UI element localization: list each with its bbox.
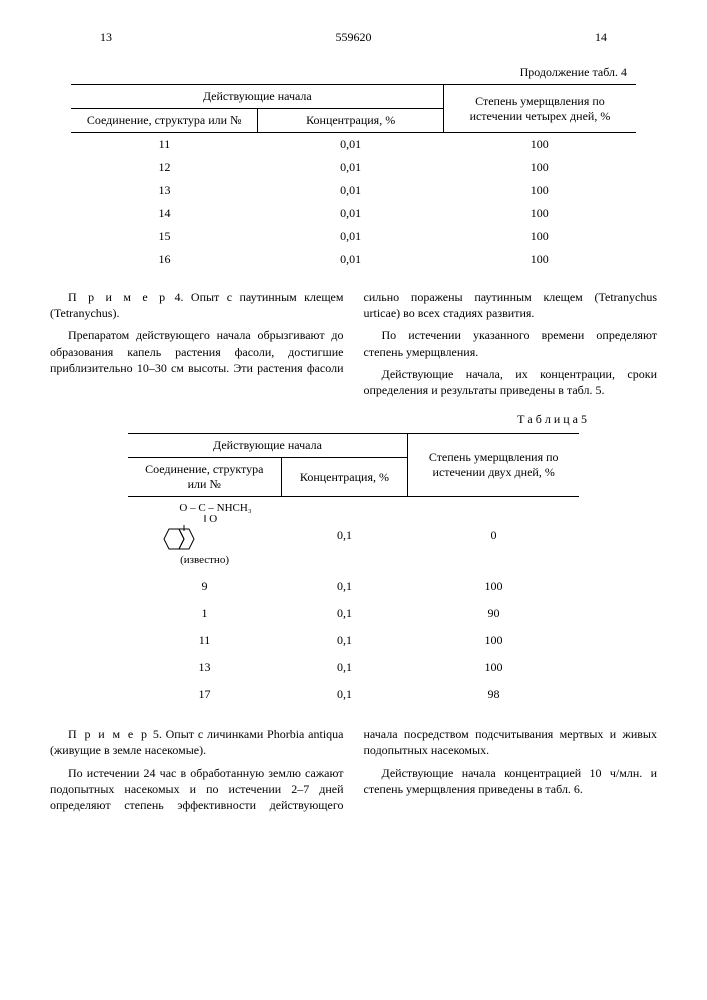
- doc-number: 559620: [336, 30, 372, 45]
- cell-conc: 0,1: [281, 497, 407, 574]
- text1-p3: По истечении указанного времени определя…: [364, 327, 658, 359]
- cell-compound: 1: [128, 600, 281, 627]
- table-row: 150,01100: [71, 225, 635, 248]
- cell-compound: 17: [128, 681, 281, 708]
- cell-conc: 0,1: [281, 654, 407, 681]
- cell-conc: 0,01: [258, 156, 444, 179]
- page-num-left: 13: [100, 30, 112, 45]
- table4-col3: Степень умерщвления по истечении четырех…: [444, 85, 636, 133]
- cell-conc: 0,01: [258, 225, 444, 248]
- cell-conc: 0,1: [281, 627, 407, 654]
- table5-group-header: Действующие начала: [128, 434, 408, 458]
- cell-kill: 98: [408, 681, 580, 708]
- table5-col3: Степень умерщвления по истечении двух дн…: [408, 434, 580, 497]
- text1-p4: Действующие начала, их концентрации, сро…: [364, 366, 658, 398]
- table-row: 90,1100: [128, 573, 579, 600]
- cell-conc: 0,01: [258, 133, 444, 157]
- cell-compound: 14: [71, 202, 257, 225]
- cell-kill: 100: [444, 133, 636, 157]
- cell-kill: 100: [444, 156, 636, 179]
- table-row: 140,01100: [71, 202, 635, 225]
- cell-compound: 11: [71, 133, 257, 157]
- table-row: 130,01100: [71, 179, 635, 202]
- cell-kill: 100: [444, 179, 636, 202]
- cell-kill: 100: [408, 627, 580, 654]
- example4-label: П р и м е р: [68, 290, 167, 304]
- page-header: 13 559620 14: [40, 30, 667, 45]
- table-row: 110,1100: [128, 627, 579, 654]
- table-row: 110,01100: [71, 133, 635, 157]
- table4: Действующие начала Степень умерщвления п…: [71, 84, 635, 271]
- table5-label: Т а б л и ц а 5: [40, 412, 667, 427]
- table-row: 170,198: [128, 681, 579, 708]
- cell-compound: 13: [128, 654, 281, 681]
- page-num-right: 14: [595, 30, 607, 45]
- cell-kill: 100: [444, 248, 636, 271]
- mol-known: (известно): [157, 555, 251, 566]
- cell-conc: 0,01: [258, 248, 444, 271]
- table5-col1: Соединение, структура или №: [128, 458, 281, 497]
- cell-conc: 0,1: [281, 573, 407, 600]
- cell-conc: 0,01: [258, 202, 444, 225]
- table4-continuation: Продолжение табл. 4: [40, 65, 667, 80]
- table4-col2: Концентрация, %: [258, 109, 444, 133]
- table4-group-header: Действующие начала: [71, 85, 443, 109]
- table5: Действующие начала Степень умерщвления п…: [128, 433, 579, 708]
- mol-dbond: ‖ O: [157, 514, 251, 525]
- cell-kill: 100: [408, 654, 580, 681]
- cell-kill: 100: [408, 573, 580, 600]
- cell-kill: 90: [408, 600, 580, 627]
- table-row: O – C – NHCH₃‖ O(известно)0,10: [128, 497, 579, 574]
- cell-conc: 0,1: [281, 600, 407, 627]
- table-row: 160,01100: [71, 248, 635, 271]
- cell-kill: 100: [444, 202, 636, 225]
- example5-label: П р и м е р: [68, 727, 149, 741]
- naphthalene-icon: [157, 525, 211, 555]
- table-row: 120,01100: [71, 156, 635, 179]
- cell-kill: 0: [408, 497, 580, 574]
- cell-compound: 9: [128, 573, 281, 600]
- text2-p3: Действующие начала концентрацией 10 ч/мл…: [364, 765, 658, 797]
- table-row: 130,1100: [128, 654, 579, 681]
- table-row: 10,190: [128, 600, 579, 627]
- text-block-1: П р и м е р 4. Опыт с паутинным клещем (…: [50, 289, 657, 398]
- text-block-2: П р и м е р 5. Опыт с личинками Phorbia …: [50, 726, 657, 813]
- table5-col2: Концентрация, %: [281, 458, 407, 497]
- cell-compound: 15: [71, 225, 257, 248]
- cell-compound: 16: [71, 248, 257, 271]
- molecule-structure: O – C – NHCH₃‖ O(известно): [157, 503, 251, 566]
- cell-conc: 0,1: [281, 681, 407, 708]
- cell-compound: O – C – NHCH₃‖ O(известно): [128, 497, 281, 574]
- cell-compound: 12: [71, 156, 257, 179]
- table4-col1: Соединение, структура или №: [71, 109, 257, 133]
- cell-compound: 11: [128, 627, 281, 654]
- cell-compound: 13: [71, 179, 257, 202]
- cell-conc: 0,01: [258, 179, 444, 202]
- cell-kill: 100: [444, 225, 636, 248]
